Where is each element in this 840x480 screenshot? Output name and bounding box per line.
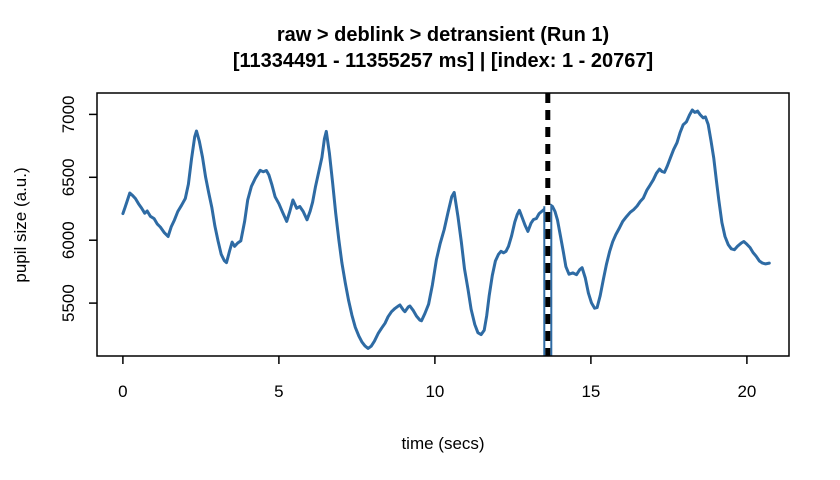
x-tick-label: 0 [118, 382, 127, 401]
plot-subtitle: [11334491 - 11355257 ms] | [index: 1 - 2… [232, 50, 654, 72]
y-tick-label: 5500 [59, 284, 78, 322]
x-tick-label: 10 [425, 382, 444, 401]
x-tick-label: 5 [274, 382, 283, 401]
x-tick-label: 15 [581, 382, 600, 401]
y-tick-label: 7000 [59, 95, 78, 133]
plot-title: raw > deblink > detransient (Run 1) [276, 24, 610, 46]
y-tick-label: 6000 [59, 221, 78, 259]
x-axis-label: time (secs) [401, 434, 485, 453]
y-tick-label: 6500 [59, 158, 78, 196]
plot-box [96, 92, 790, 357]
pupil-trace-line [121, 108, 771, 350]
x-tick-label: 20 [737, 382, 756, 401]
